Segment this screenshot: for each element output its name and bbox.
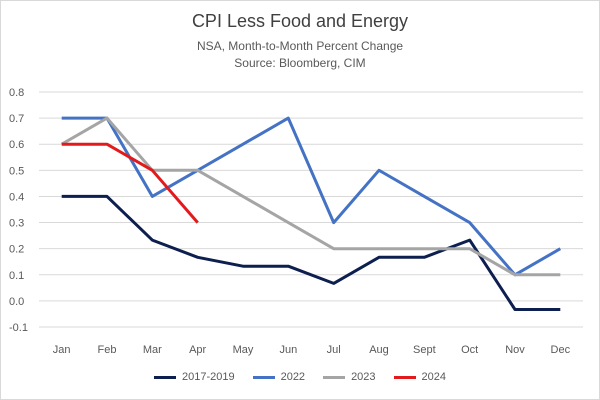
chart-legend: 2017-2019 2022 2023 2024 bbox=[1, 371, 599, 383]
x-tick-label: Nov bbox=[505, 344, 525, 356]
y-tick-label: 0.8 bbox=[9, 87, 24, 99]
chart-subtitle-line-2: Source: Bloomberg, CIM bbox=[234, 56, 366, 70]
series-line-2024 bbox=[61, 142, 199, 224]
y-tick-label: 0.7 bbox=[9, 113, 24, 125]
x-tick-label: Jan bbox=[53, 344, 71, 356]
series-line-2017-2019 bbox=[61, 194, 561, 311]
legend-item-2023: 2023 bbox=[323, 371, 376, 383]
x-tick-label: May bbox=[233, 344, 254, 356]
legend-label-2024: 2024 bbox=[421, 371, 447, 383]
legend-swatch-2023 bbox=[323, 375, 346, 379]
series-line-2023 bbox=[60, 116, 561, 277]
x-tick-label: Jul bbox=[327, 344, 341, 356]
y-tick-label: 0.4 bbox=[9, 191, 24, 203]
legend-swatch-2017-2019 bbox=[153, 375, 176, 379]
x-tick-label: Jun bbox=[279, 344, 297, 356]
y-tick-label: 0.5 bbox=[9, 165, 24, 177]
x-tick-label: Aug bbox=[369, 344, 389, 356]
x-tick-label: Oct bbox=[461, 344, 478, 356]
legend-item-2024: 2024 bbox=[393, 371, 447, 383]
series-lines bbox=[60, 116, 562, 311]
legend-swatch-2022 bbox=[252, 375, 275, 379]
x-tick-label: Apr bbox=[189, 344, 206, 356]
x-tick-label: Sept bbox=[413, 344, 436, 356]
legend-label-2017-2019: 2017-2019 bbox=[181, 371, 235, 383]
x-axis-tick-labels: Jan Feb Mar Apr May Jun Jul Aug Sept Oct Nov Dec bbox=[53, 344, 571, 356]
chart-subtitle-line-1: NSA, Month-to-Month Percent Change bbox=[196, 39, 404, 53]
legend-label-2023: 2023 bbox=[351, 371, 376, 383]
y-tick-label: -0.1 bbox=[9, 322, 28, 334]
legend-label-2022: 2022 bbox=[280, 371, 306, 383]
chart-title: CPI Less Food and Energy bbox=[191, 11, 409, 31]
legend-swatch-2024 bbox=[393, 375, 416, 379]
x-tick-label: Dec bbox=[551, 344, 571, 356]
y-axis-tick-labels: 0.8 0.7 0.6 0.5 0.4 0.3 0.2 0.1 0.0 -0.1 bbox=[9, 87, 28, 334]
y-tick-label: 0.2 bbox=[9, 244, 24, 256]
x-tick-label: Feb bbox=[98, 344, 117, 356]
y-tick-label: 0.0 bbox=[9, 296, 24, 308]
legend-item-2017-2019: 2017-2019 bbox=[153, 371, 235, 383]
x-tick-label: Mar bbox=[143, 344, 162, 356]
series-line-2022 bbox=[61, 116, 562, 277]
y-tick-label: 0.6 bbox=[9, 139, 24, 151]
y-tick-label: 0.1 bbox=[9, 270, 24, 282]
y-tick-label: 0.3 bbox=[9, 218, 24, 230]
legend-item-2022: 2022 bbox=[252, 371, 306, 383]
